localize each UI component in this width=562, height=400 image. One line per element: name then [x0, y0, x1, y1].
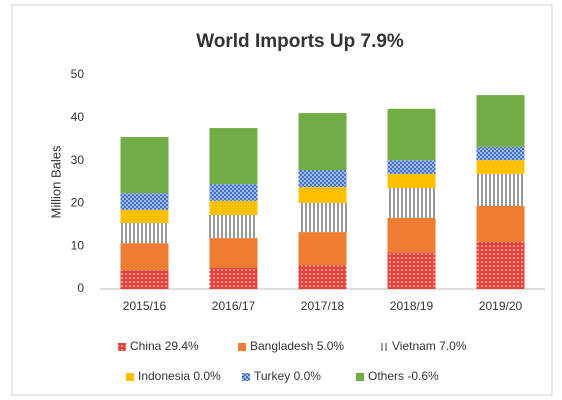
legend-swatch — [380, 343, 388, 351]
x-tick-label: 2016/17 — [212, 299, 256, 313]
x-tick-label: 2017/18 — [301, 299, 345, 313]
bar-segment — [387, 252, 436, 289]
bar-segment — [387, 108, 436, 161]
bar-segment — [387, 217, 436, 253]
legend-swatch — [126, 373, 134, 381]
y-axis-label: Million Bales — [48, 145, 63, 218]
x-tick-label: 2018/19 — [390, 299, 434, 313]
bar-segment — [209, 128, 258, 185]
legend-label: China 29.4% — [130, 339, 199, 353]
bar-segment — [387, 173, 436, 188]
bar-segment — [120, 193, 169, 210]
bar-segment — [476, 173, 525, 206]
bar-segment — [120, 137, 169, 194]
legend-swatch — [238, 343, 246, 351]
bar-segment — [476, 205, 525, 242]
chart-title: World Imports Up 7.9% — [196, 31, 404, 52]
y-tick-label: 50 — [71, 67, 85, 81]
bar-segment — [120, 223, 169, 244]
bar-segment — [209, 184, 258, 201]
bar-segment — [298, 202, 347, 233]
bar-segment — [476, 95, 525, 147]
legend-swatch — [356, 373, 364, 381]
bar-segment — [209, 238, 258, 269]
x-tick-label: 2019/20 — [479, 299, 523, 313]
bar-segment — [298, 232, 347, 266]
bar-segment — [120, 209, 169, 224]
legend-label: Bangladesh 5.0% — [250, 339, 344, 353]
bar-segment — [298, 265, 347, 289]
legend-label: Vietnam 7.0% — [392, 339, 467, 353]
bar-segment — [387, 187, 436, 218]
bar-segment — [476, 146, 525, 161]
bar-segment — [298, 187, 347, 203]
bar-segment — [120, 243, 169, 271]
legend-swatch — [118, 343, 126, 351]
bar-segment — [387, 160, 436, 174]
bar-segment — [209, 268, 258, 289]
legend-label: Others -0.6% — [368, 369, 439, 383]
legend-label: Indonesia 0.0% — [138, 369, 221, 383]
bar-segment — [298, 113, 347, 171]
y-tick-label: 0 — [77, 281, 84, 295]
y-tick-label: 20 — [71, 196, 85, 210]
x-tick-label: 2015/16 — [123, 299, 167, 313]
bar-segment — [209, 200, 258, 215]
chart-frame — [11, 4, 553, 396]
bar-segment — [120, 270, 169, 289]
bar-segment — [209, 214, 258, 239]
legend-swatch — [242, 373, 250, 381]
y-tick-label: 10 — [71, 238, 85, 252]
bar-segment — [298, 170, 347, 188]
bar-segment — [476, 160, 525, 174]
y-tick-label: 40 — [71, 110, 85, 124]
bar-segment — [476, 241, 525, 289]
legend-label: Turkey 0.0% — [254, 369, 321, 383]
y-tick-label: 30 — [71, 153, 85, 167]
